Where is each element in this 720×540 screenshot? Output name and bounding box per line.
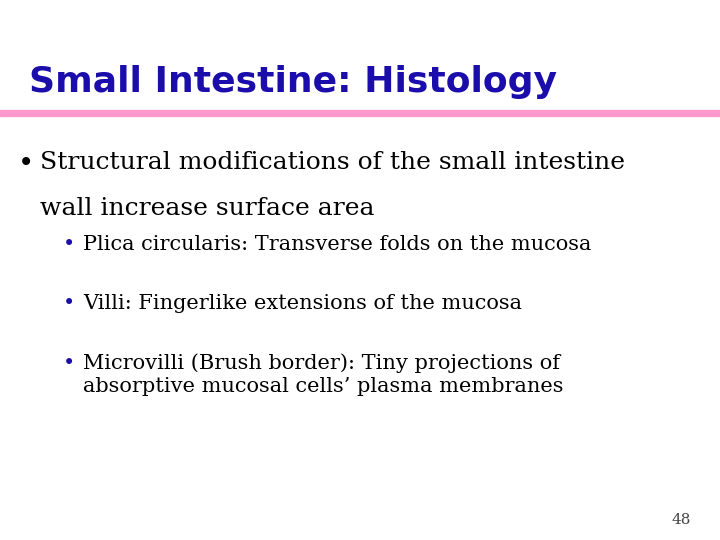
Bar [0, 110, 720, 116]
Text: •: • [63, 294, 75, 313]
Text: •: • [63, 354, 75, 373]
Text: wall increase surface area: wall increase surface area [40, 197, 374, 220]
Text: 48: 48 [672, 512, 691, 526]
Text: •: • [18, 151, 35, 178]
Text: Small Intestine: Histology: Small Intestine: Histology [29, 65, 557, 99]
Text: Villi: Fingerlike extensions of the mucosa: Villi: Fingerlike extensions of the muco… [83, 294, 522, 313]
Text: Structural modifications of the small intestine: Structural modifications of the small in… [40, 151, 625, 174]
Text: Plica circularis: Transverse folds on the mucosa: Plica circularis: Transverse folds on th… [83, 235, 591, 254]
Text: •: • [63, 235, 75, 254]
Text: Microvilli (Brush border): Tiny projections of
absorptive mucosal cells’ plasma : Microvilli (Brush border): Tiny projecti… [83, 354, 563, 396]
